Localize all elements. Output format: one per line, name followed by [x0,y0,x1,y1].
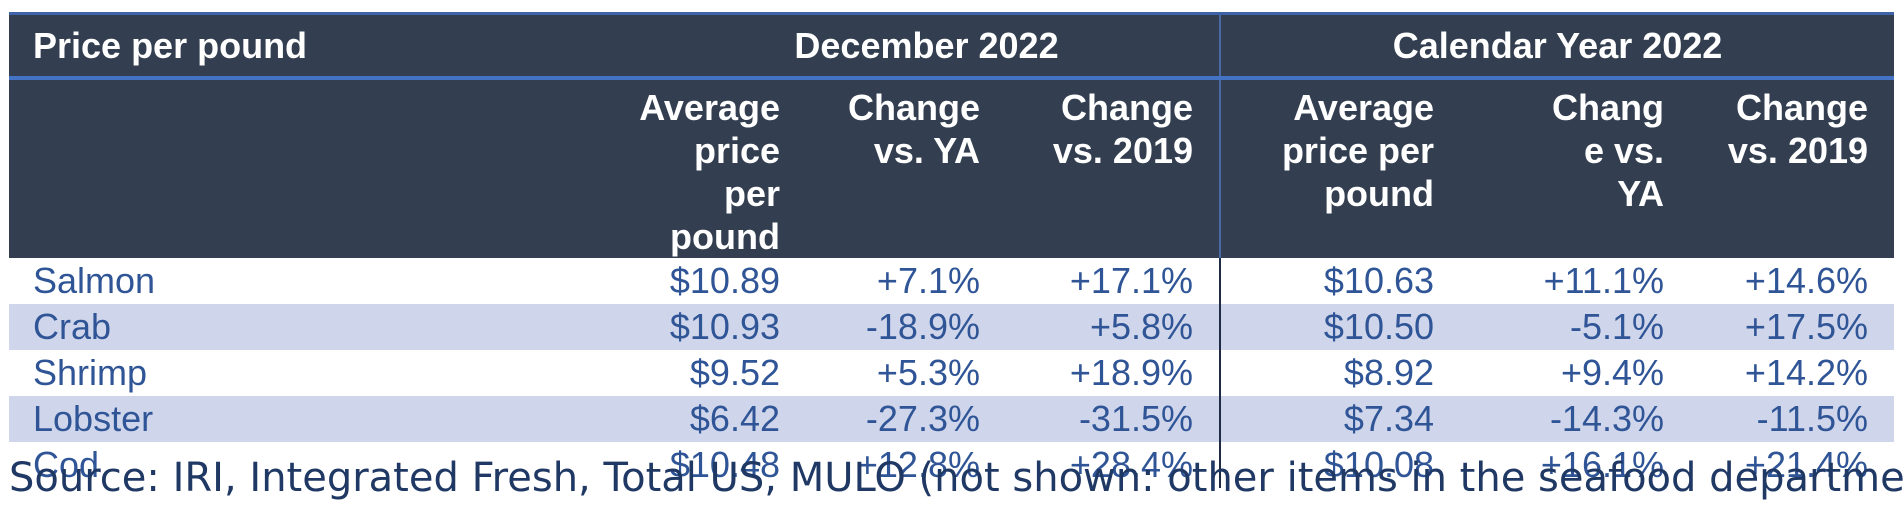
cell-dec-change-2019: +17.1% [1069,260,1194,301]
col-header-line: pound [670,216,780,257]
row-label: Cod [33,444,100,485]
col-header-dec-change-ya: Change vs. YA [806,78,1006,258]
col-header-line: Change [1736,87,1869,128]
col-header-line: price per [693,130,780,214]
col-header-line: e vs. [1583,130,1665,171]
table-body: Salmon $10.89 +7.1% +17.1% $10.63 +11.1% +14.6… [9,258,1895,488]
cell-cy-avg-price: $8.92 [1219,350,1461,396]
cell-cy-change-ya: +16.1% [1540,444,1665,485]
col-header-dec-change-2019: Change vs. 2019 [1006,78,1221,258]
col-header-cy-avg-price: Average price per pound [1219,78,1461,258]
col-header-cy-change-2019: Change vs. 2019 [1690,78,1895,258]
row-label: Lobster [9,396,634,442]
cell-dec-avg-price: $10.89 [669,260,780,301]
table-row: Lobster $6.42 -27.3% -31.5% $7.34 -14.3% -11.5… [9,396,1895,442]
cell-cy-avg-price: $7.34 [1219,396,1461,442]
col-header-dec-avg-price: Average price per pound [634,78,806,258]
col-header-line: YA [1617,173,1665,214]
cell-dec-change-2019: +5.8% [1006,304,1221,350]
cell-dec-change-ya: -27.3% [806,396,1006,442]
group-header-calendar-year-2022: Calendar Year 2022 [1219,12,1895,80]
row-label: Crab [9,304,634,350]
row-label: Salmon [33,260,156,301]
col-header-line: Chang [1552,87,1665,128]
cell-cy-avg-price: $10.50 [1219,304,1461,350]
table-row: Salmon $10.89 +7.1% +17.1% $10.63 +11.1% +14.6… [9,258,1894,304]
cell-dec-change-ya: +12.8% [856,444,980,485]
col-header-line: Average [639,87,780,128]
col-header-line: vs. 2019 [1052,130,1194,171]
cell-cy-change-ya: -5.1% [1460,304,1691,350]
cell-dec-change-ya: +7.1% [876,260,980,301]
cell-cy-change-ya: +9.4% [1560,352,1665,393]
cell-cy-change-2019: +17.5% [1690,304,1895,350]
col-header-line: price per [1281,130,1435,171]
col-header-line: Change [847,87,980,128]
col-header-line: pound [1324,173,1435,214]
table-row: Shrimp $9.52 +5.3% +18.9% $8.92 +9.4% +14.2% [9,350,1894,396]
table-header: Price per pound December 2022 Calendar Y… [9,12,1895,258]
cell-dec-change-2019: +28.4% [1069,444,1194,485]
header-column-row: Average price per pound Change vs. YA Chang… [9,78,1895,258]
table-row: Cod $10.48 +12.8% +28.4% $10.08 +16.1% +21.4% [9,442,1894,488]
cell-dec-avg-price: $10.48 [669,444,780,485]
cell-cy-change-2019: -11.5% [1690,396,1895,442]
cell-dec-avg-price: $9.52 [689,352,780,393]
header-group-row: Price per pound December 2022 Calendar Y… [9,12,1895,80]
cell-cy-avg-price: $10.08 [1219,442,1461,488]
col-header-line: Change [1061,87,1194,128]
cell-dec-avg-price: $10.93 [634,304,806,350]
cell-dec-change-ya: +5.3% [876,352,980,393]
cell-cy-avg-price: $10.63 [1219,258,1461,304]
cell-cy-change-2019: +14.6% [1744,260,1869,301]
col-header-line: Average [1293,87,1435,128]
seafood-price-table-container: Price per pound December 2022 Calendar Y… [9,12,1895,488]
seafood-price-table: Price per pound December 2022 Calendar Y… [9,12,1895,488]
corner-label: Price per pound [9,12,634,80]
cell-dec-change-2019: +18.9% [1069,352,1194,393]
header-blank-cell [9,78,634,258]
col-header-line: vs. YA [873,130,980,171]
cell-cy-change-ya: +11.1% [1543,260,1665,301]
row-label: Shrimp [33,352,148,393]
table-row: Crab $10.93 -18.9% +5.8% $10.50 -5.1% +17.5% [9,304,1895,350]
col-header-cy-change-ya: Chang e vs. YA [1460,78,1691,258]
group-header-december-2022: December 2022 [634,12,1221,80]
cell-dec-change-2019: -31.5% [1006,396,1221,442]
col-header-line: vs. 2019 [1727,130,1869,171]
cell-cy-change-ya: -14.3% [1460,396,1691,442]
source-note: Source: IRI, Integrated Fresh, Total US,… [9,455,1903,501]
cell-cy-change-2019: +14.2% [1744,352,1869,393]
cell-dec-avg-price: $6.42 [634,396,806,442]
cell-dec-change-ya: -18.9% [806,304,1006,350]
cell-cy-change-2019: +21.4% [1744,444,1869,485]
